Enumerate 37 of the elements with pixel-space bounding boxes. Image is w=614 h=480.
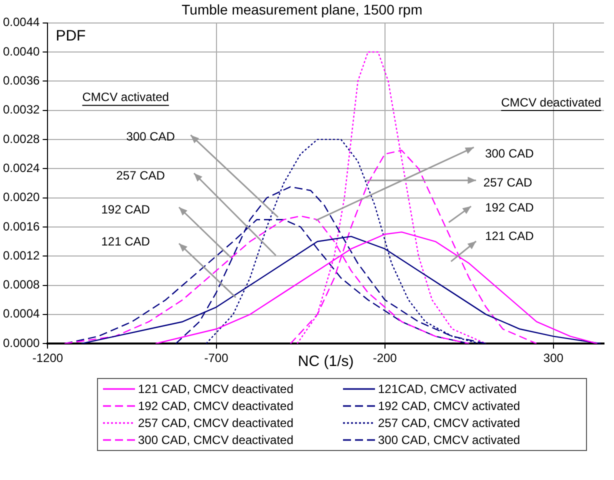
annotation: 257 CAD [116, 168, 166, 182]
annotation: 121 CAD [485, 228, 534, 243]
y-tick-label: 0.0024 [3, 160, 40, 175]
chart-title: Tumble measurement plane, 1500 rpm [182, 1, 422, 18]
y-axis-title: PDF [56, 27, 86, 44]
y-tick-label: 0.0040 [3, 44, 40, 58]
legend-label: 192 CAD, CMCV deactivated [138, 399, 294, 413]
x-tick-label: -200 [372, 351, 398, 366]
y-tick-label: 0.0008 [3, 278, 40, 292]
annotation: 192 CAD [101, 202, 150, 216]
x-tick-label: -1200 [32, 351, 64, 366]
annotation: CMCV deactivated [501, 95, 602, 110]
y-tick-label: 0.0000 [3, 336, 40, 350]
annotation: 257 CAD [483, 176, 532, 190]
y-tick-label: 0.0016 [3, 219, 40, 234]
annotation: 300 CAD [485, 146, 534, 161]
y-tick-label: 0.0012 [3, 248, 40, 262]
legend-label: 300 CAD, CMCV activated [378, 433, 520, 447]
legend-label: 257 CAD, CMCV deactivated [138, 416, 294, 430]
y-tick-label: 0.0020 [3, 190, 40, 204]
legend-label: 300 CAD, CMCV deactivated [138, 433, 294, 447]
y-tick-label: 0.0044 [3, 15, 40, 30]
y-tick-label: 0.0028 [3, 132, 40, 146]
annotation: 300 CAD [126, 129, 176, 144]
legend-label: 121 CAD, CMCV deactivated [138, 382, 294, 396]
y-tick-label: 0.0032 [3, 102, 40, 117]
legend-label: 121CAD, CMCV activated [378, 382, 517, 396]
legend-label: 192 CAD, CMCV activated [378, 399, 520, 413]
y-tick-label: 0.0036 [3, 73, 40, 88]
annotation: 121 CAD [101, 234, 150, 249]
annotation: CMCV activated [82, 90, 169, 104]
x-tick-label: 300 [543, 351, 564, 366]
y-tick-label: 0.0004 [3, 306, 40, 321]
x-axis-title: NC (1/s) [298, 353, 354, 370]
x-tick-label: -700 [204, 351, 229, 366]
annotation: 192 CAD [485, 200, 534, 215]
legend-label: 257 CAD, CMCV activated [378, 416, 520, 430]
